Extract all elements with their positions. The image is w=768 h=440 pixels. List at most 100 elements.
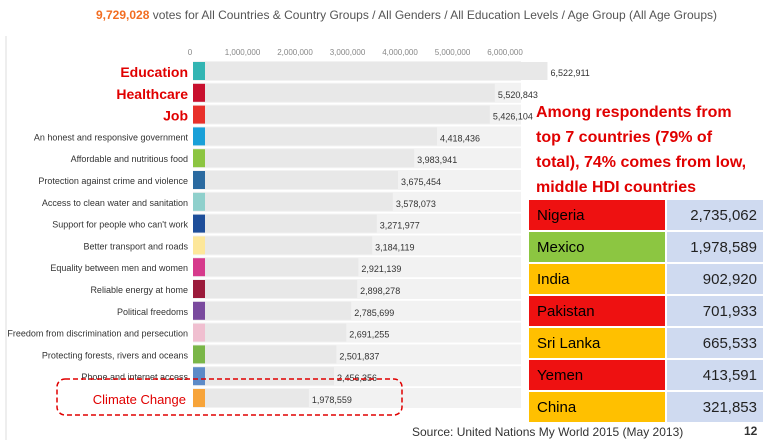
country-row: Yemen 413,591 xyxy=(529,359,763,392)
country-row: Pakistan 701,933 xyxy=(529,295,763,328)
value-label: 3,578,073 xyxy=(396,199,436,209)
x-tick-label: 6,000,000 xyxy=(487,48,523,57)
callout-line: middle HDI countries xyxy=(536,179,697,196)
highlight-box xyxy=(56,378,403,416)
category-label: Reliable energy at home xyxy=(90,285,188,295)
bar xyxy=(205,214,377,233)
value-label: 2,456,356 xyxy=(337,373,377,383)
category-color-swatch xyxy=(193,345,205,364)
category-color-swatch xyxy=(193,127,205,146)
vote-count: 9,729,028 xyxy=(96,8,150,22)
callout-line: Among respondents from xyxy=(536,104,732,121)
country-row: Sri Lanka 665,533 xyxy=(529,327,763,360)
category-color-swatch xyxy=(193,367,205,386)
category-label: Freedom from discrimination and persecut… xyxy=(7,329,188,339)
value-label: 6,522,911 xyxy=(550,68,589,78)
callout-line: top 7 countries (79% of xyxy=(536,129,713,146)
country-votes: 701,933 xyxy=(666,295,763,328)
country-name: Sri Lanka xyxy=(529,327,667,360)
value-label: 3,983,941 xyxy=(417,155,457,165)
bar xyxy=(205,367,334,386)
category-label: Phone and internet access xyxy=(81,372,188,382)
bar xyxy=(205,192,393,211)
callout-text: Among respondents from top 7 countries (… xyxy=(536,100,768,200)
category-label: Support for people who can't work xyxy=(52,220,188,230)
value-label: 3,271,977 xyxy=(380,221,420,231)
category-label: Protection against crime and violence xyxy=(38,176,188,186)
bar xyxy=(205,171,398,189)
category-color-swatch xyxy=(193,280,205,298)
category-color-swatch xyxy=(193,214,205,233)
country-row: Mexico 1,978,589 xyxy=(529,231,763,264)
x-tick-label: 1,000,000 xyxy=(225,48,261,57)
category-label: An honest and responsive government xyxy=(34,132,189,142)
country-name: China xyxy=(529,391,667,424)
value-label: 2,785,699 xyxy=(354,308,394,318)
value-label: 2,898,278 xyxy=(360,286,400,296)
value-label: 4,418,436 xyxy=(440,133,480,143)
country-row: Nigeria 2,735,062 xyxy=(529,200,763,232)
bar xyxy=(205,345,337,364)
country-votes: 413,591 xyxy=(666,359,763,392)
category-color-swatch xyxy=(193,192,205,211)
source-note: Source: United Nations My World 2015 (Ma… xyxy=(412,425,684,439)
bar xyxy=(205,236,373,255)
category-label: Affordable and nutritious food xyxy=(71,154,188,164)
value-label: 3,184,119 xyxy=(375,242,414,252)
bar xyxy=(205,389,309,407)
header-text: votes for All Countries & Country Groups… xyxy=(152,8,718,22)
x-tick-label: 5,000,000 xyxy=(435,48,471,57)
country-votes: 2,735,062 xyxy=(666,200,763,232)
chart-header: 9,729,028 votes for All Countries & Coun… xyxy=(96,8,717,22)
value-label: 1,978,559 xyxy=(312,395,352,405)
bar xyxy=(205,83,495,102)
category-color-swatch xyxy=(193,105,205,124)
country-votes: 1,978,589 xyxy=(666,231,763,264)
bar xyxy=(205,258,359,277)
country-row: China 321,853 xyxy=(529,391,763,424)
callout-line: total), 74% comes from low, xyxy=(536,154,747,171)
country-row: India 902,920 xyxy=(529,263,763,296)
category-label: Climate Change xyxy=(93,392,186,407)
value-label: 2,921,139 xyxy=(361,264,401,274)
bar xyxy=(205,323,347,342)
country-name: Nigeria xyxy=(529,200,667,232)
category-label: Protecting forests, rivers and oceans xyxy=(42,350,189,360)
category-color-swatch xyxy=(193,389,205,407)
category-color-swatch xyxy=(193,323,205,342)
value-label: 3,675,454 xyxy=(401,177,441,187)
country-name: India xyxy=(529,263,667,296)
country-votes: 902,920 xyxy=(666,263,763,296)
category-color-swatch xyxy=(193,149,205,168)
value-label: 5,520,843 xyxy=(498,90,538,100)
x-tick-label: 4,000,000 xyxy=(382,48,418,57)
page-number: 12 xyxy=(744,424,758,438)
category-label: Access to clean water and sanitation xyxy=(42,198,188,208)
category-label: Better transport and roads xyxy=(83,241,188,251)
category-color-swatch xyxy=(193,62,205,80)
category-color-swatch xyxy=(193,171,205,189)
category-color-swatch xyxy=(193,258,205,277)
country-votes: 665,533 xyxy=(666,327,763,360)
country-table: Nigeria 2,735,062 Mexico 1,978,589 India 902,… xyxy=(529,200,763,424)
category-label: Job xyxy=(163,108,188,124)
category-label: Equality between men and women xyxy=(50,263,188,273)
category-label: Political freedoms xyxy=(117,307,189,317)
country-name: Pakistan xyxy=(529,295,667,328)
bar xyxy=(205,127,437,146)
value-label: 5,426,104 xyxy=(493,112,533,122)
bar xyxy=(205,301,352,320)
category-label: Education xyxy=(120,64,188,80)
value-label: 2,691,255 xyxy=(349,330,389,340)
category-color-swatch xyxy=(193,83,205,102)
country-name: Mexico xyxy=(529,231,667,264)
x-tick-label: 2,000,000 xyxy=(277,48,313,57)
value-label: 2,501,837 xyxy=(339,351,379,361)
bar xyxy=(205,62,548,80)
bar xyxy=(205,149,415,168)
country-name: Yemen xyxy=(529,359,667,392)
x-tick-label: 0 xyxy=(188,48,193,57)
category-color-swatch xyxy=(193,301,205,320)
country-votes: 321,853 xyxy=(666,391,763,424)
